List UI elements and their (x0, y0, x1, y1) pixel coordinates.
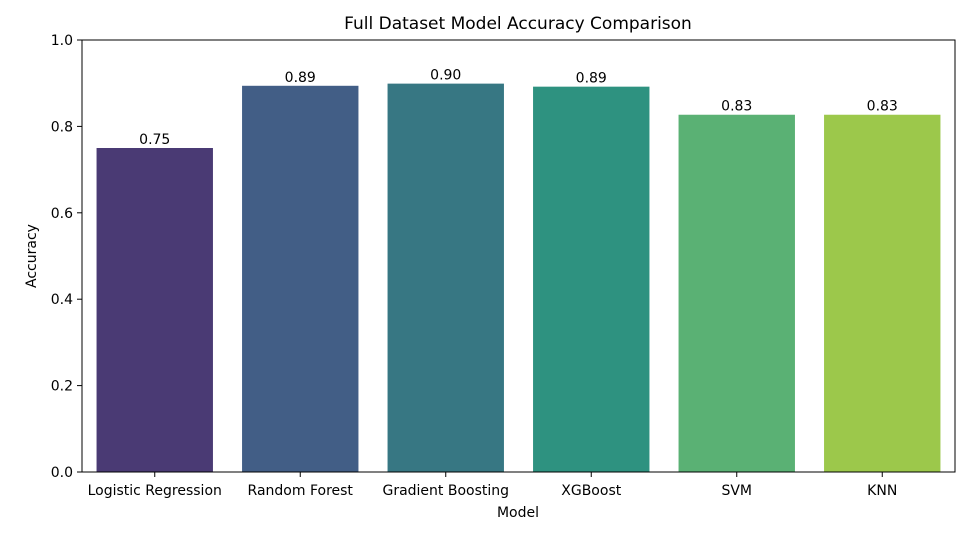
x-tick-label: KNN (867, 483, 897, 499)
chart-title: Full Dataset Model Accuracy Comparison (344, 14, 692, 34)
bar-value-label: 0.83 (867, 99, 898, 115)
y-tick-label: 0.4 (51, 292, 73, 308)
y-tick-label: 1.0 (51, 33, 73, 49)
x-axis: Logistic Regression Random Forest Gradient… (88, 472, 897, 499)
x-axis-label: Model (497, 505, 539, 521)
bar-value-label: 0.90 (430, 68, 461, 84)
y-axis: 0.0 0.2 0.4 0.6 0.8 1.0 (51, 33, 82, 481)
bar-knn (824, 114, 941, 473)
y-tick-label: 0.0 (51, 465, 73, 481)
x-tick-label: SVM (721, 483, 752, 499)
x-tick-label: XGBoost (561, 483, 621, 499)
bar-value-label: 0.89 (285, 70, 316, 86)
bar-value-label: 0.89 (576, 71, 607, 87)
bar-value-label: 0.75 (139, 132, 170, 148)
bar-random-forest (242, 85, 359, 472)
bar-xgboost (533, 86, 650, 472)
y-tick-label: 0.2 (51, 379, 73, 395)
plot-area-frame (81, 39, 956, 473)
bar-logistic-regression (96, 148, 213, 472)
y-axis-label: Accuracy (24, 224, 40, 288)
bar-svm (678, 114, 795, 473)
y-tick-label: 0.8 (51, 119, 73, 135)
bars-layer (96, 83, 941, 473)
x-tick-label: Random Forest (248, 483, 354, 499)
x-tick-label: Gradient Boosting (382, 483, 509, 499)
x-tick-label: Logistic Regression (88, 483, 222, 499)
bar-gradient-boosting (387, 83, 504, 472)
bar-value-label: 0.83 (721, 99, 752, 115)
y-tick-label: 0.6 (51, 206, 73, 222)
value-labels-layer: 0.75 0.89 0.90 0.89 0.83 0.83 (139, 68, 898, 148)
